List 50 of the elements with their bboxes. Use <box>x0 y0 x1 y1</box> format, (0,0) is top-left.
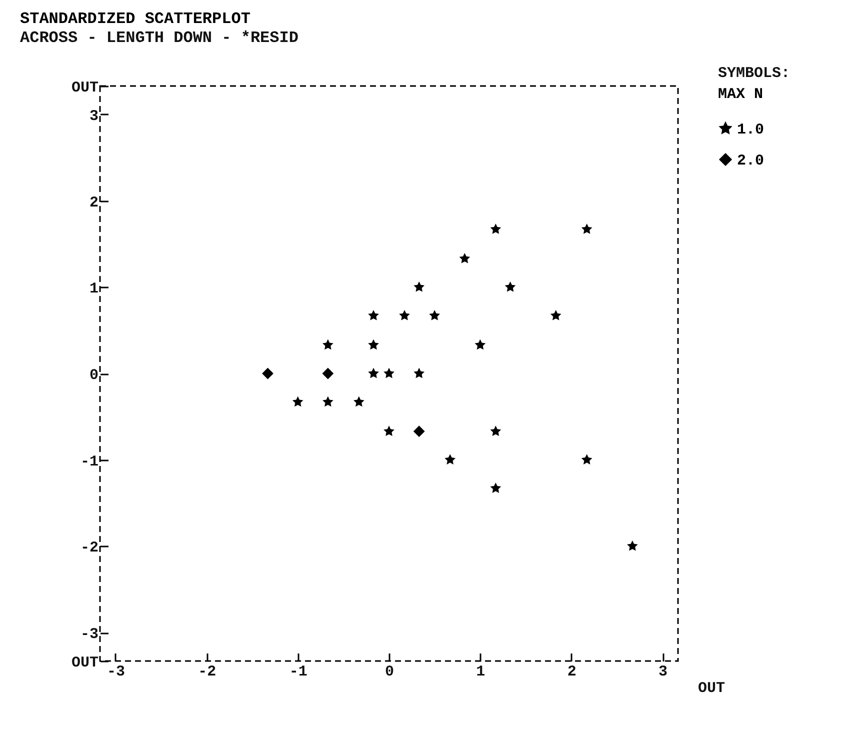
chart-subtitle: ACROSS - LENGTH DOWN - *RESID <box>20 29 298 47</box>
x-tick-label: -2 <box>198 664 216 680</box>
point <box>550 310 562 320</box>
point <box>384 368 394 378</box>
y-tick-label: -2 <box>80 540 98 557</box>
point <box>413 426 425 438</box>
point <box>474 339 486 350</box>
y-tick-label: OUT <box>71 80 98 96</box>
y-tick-label: -3 <box>80 626 98 644</box>
y-tick-label: 3 <box>89 108 98 125</box>
legend-title: MAX N <box>718 86 764 103</box>
point <box>292 396 304 407</box>
point <box>368 368 379 378</box>
x-tick-label: 0 <box>384 664 394 680</box>
point <box>322 396 334 407</box>
point <box>368 310 379 320</box>
point <box>459 252 470 264</box>
point <box>354 396 364 407</box>
y-tick-label: 2 <box>89 194 98 212</box>
point <box>627 540 638 551</box>
x-tick-label: 3 <box>658 664 668 680</box>
x-tick-label: -1 <box>289 664 308 680</box>
y-tick-label: OUT <box>71 654 98 672</box>
point <box>322 368 334 380</box>
point <box>262 368 274 380</box>
chart-title: STANDARDIZED SCATTERPLOT <box>20 10 251 28</box>
text: OUT <box>698 680 726 697</box>
point <box>322 339 334 350</box>
point <box>581 454 592 464</box>
x-tick-label: 2 <box>567 664 576 680</box>
x-tick-label: -3 <box>106 664 126 680</box>
legend-label: 2.0 <box>737 152 764 170</box>
legend-label: 1.0 <box>737 122 764 138</box>
point <box>414 368 424 378</box>
point <box>504 281 516 292</box>
point <box>384 426 394 436</box>
y-tick-label: 1 <box>89 280 98 298</box>
point <box>490 224 502 234</box>
point <box>399 310 410 320</box>
point <box>444 454 456 464</box>
y-tick-label: -1 <box>80 453 98 470</box>
point <box>368 339 379 350</box>
point <box>429 310 440 320</box>
point <box>414 281 424 292</box>
x-tick-label: 1 <box>476 664 486 680</box>
y-tick-label: 0 <box>89 367 98 384</box>
point <box>581 224 592 234</box>
text: SYMBOLS: <box>718 65 790 82</box>
point <box>490 482 502 493</box>
point <box>490 426 502 436</box>
